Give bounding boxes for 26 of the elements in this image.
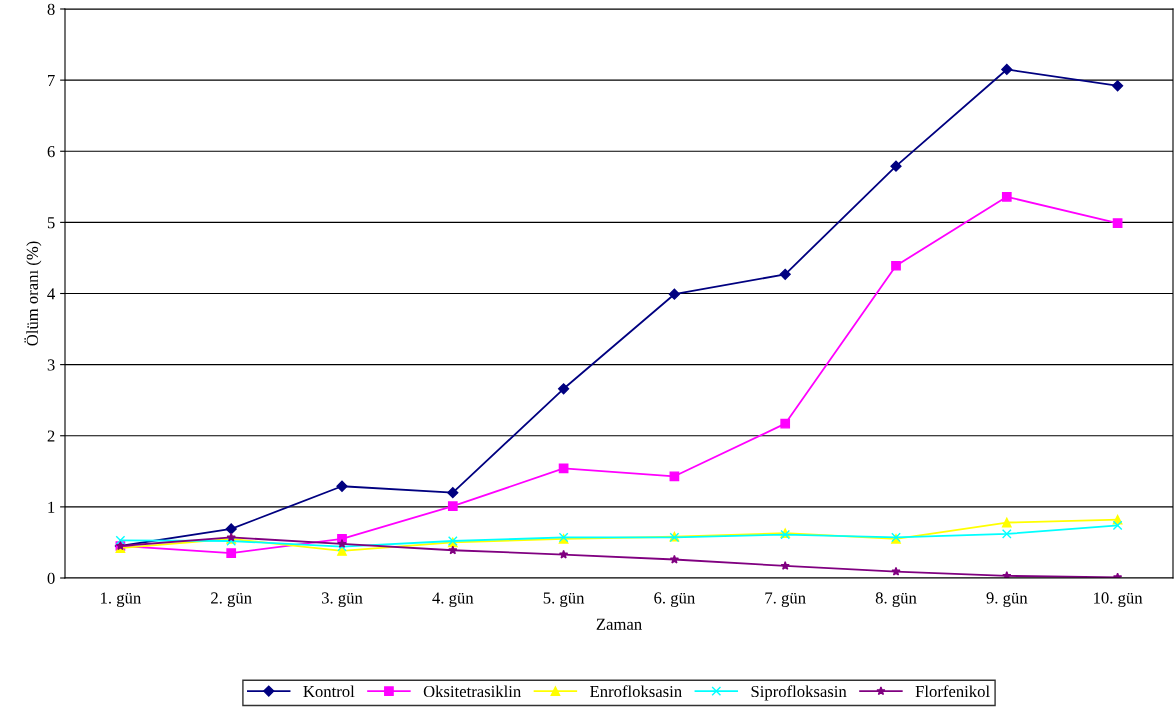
- legend-label: Siprofloksasin: [751, 685, 847, 701]
- x-tick-label: 6. gün: [654, 592, 695, 607]
- legend-label: Enrofloksasin: [590, 685, 682, 698]
- legend-label: Kontrol: [303, 685, 355, 698]
- y-tick-label: 3: [47, 359, 55, 371]
- y-tick-label: 8: [47, 3, 55, 15]
- x-tick-label: 2. gün: [211, 592, 252, 607]
- x-tick-label: 7. gün: [765, 592, 806, 607]
- x-tick-label: 9. gün: [986, 592, 1028, 607]
- x-tick-label: 1. gün: [101, 592, 141, 607]
- x-tick-label: 10. gün: [1094, 592, 1143, 607]
- y-tick-label: 1: [48, 501, 55, 513]
- y-axis-title: Ölüm oranı (%): [24, 241, 42, 346]
- x-tick-label: 5. gün: [543, 592, 585, 607]
- y-tick-label: 4: [47, 288, 56, 300]
- y-tick-label: 2: [47, 430, 55, 442]
- x-tick-label: 3. gün: [321, 592, 363, 607]
- y-tick-label: 0: [47, 572, 55, 584]
- y-tick-label: 6: [47, 146, 55, 158]
- x-axis-title: Zaman: [596, 618, 642, 630]
- legend-label: Oksitetrasiklin: [423, 685, 521, 698]
- y-tick-label: 5: [47, 217, 55, 229]
- y-tick-label: 7: [48, 74, 55, 86]
- x-tick-label: 8. gün: [875, 592, 917, 607]
- legend-label: Florfenikol: [915, 685, 990, 698]
- x-tick-label: 4. gün: [432, 592, 474, 607]
